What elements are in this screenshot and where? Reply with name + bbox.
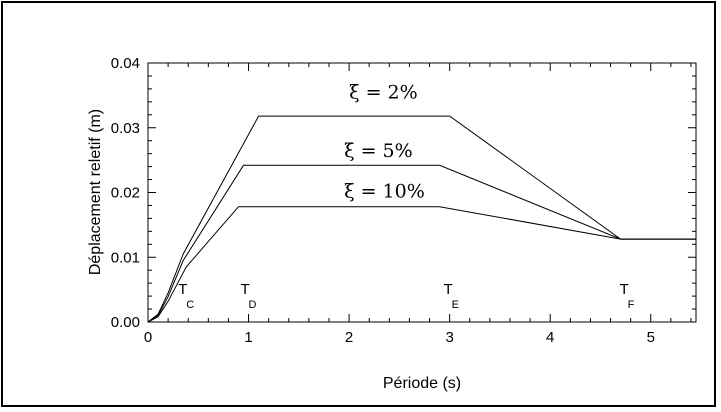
y-axis-title: Déplacement reletif (m) — [87, 109, 104, 275]
y-tick-label: 0.04 — [111, 55, 140, 72]
x-tick-label: 3 — [445, 329, 453, 346]
period-marker-main: T — [241, 281, 250, 298]
x-axis-title: Période (s) — [383, 375, 461, 392]
curve-label-3: ξ = 10% — [344, 181, 425, 203]
axis-ticks: 0 1 2 3 4 5 0.00 0.01 0.02 0.03 0.04 — [111, 55, 696, 346]
y-tick-label: 0.03 — [111, 120, 140, 137]
curve-label-1: ξ = 2% — [349, 82, 418, 104]
curve-label-2: ξ = 5% — [344, 140, 413, 162]
x-tick-label: 4 — [546, 329, 554, 346]
series-line-1 — [147, 115, 696, 323]
period-marker-sub: E — [452, 299, 459, 311]
series-line-3 — [147, 206, 696, 323]
x-tick-label: 1 — [244, 329, 252, 346]
x-tick-label: 0 — [144, 329, 152, 346]
y-tick-label: 0.00 — [111, 314, 140, 331]
period-marker-main: T — [444, 281, 453, 298]
period-marker-sub: F — [628, 299, 635, 311]
series-line-2 — [147, 164, 696, 323]
series-group — [147, 115, 696, 323]
period-marker-e: TE — [444, 281, 459, 311]
period-marker-f: TF — [620, 281, 635, 311]
chart-frame — [1, 1, 716, 407]
period-marker-main: T — [178, 281, 187, 298]
y-tick-label: 0.01 — [111, 249, 140, 266]
period-marker-c: TC — [178, 281, 194, 311]
period-marker-sub: D — [249, 299, 257, 311]
curve-labels: ξ = 2% ξ = 5% ξ = 10% — [344, 82, 425, 203]
x-tick-label: 5 — [647, 329, 655, 346]
period-marker-main: T — [620, 281, 629, 298]
y-tick-label: 0.02 — [111, 185, 140, 202]
period-marker-d: TD — [241, 281, 257, 311]
x-tick-label: 2 — [345, 329, 353, 346]
period-marker-sub: C — [186, 299, 194, 311]
